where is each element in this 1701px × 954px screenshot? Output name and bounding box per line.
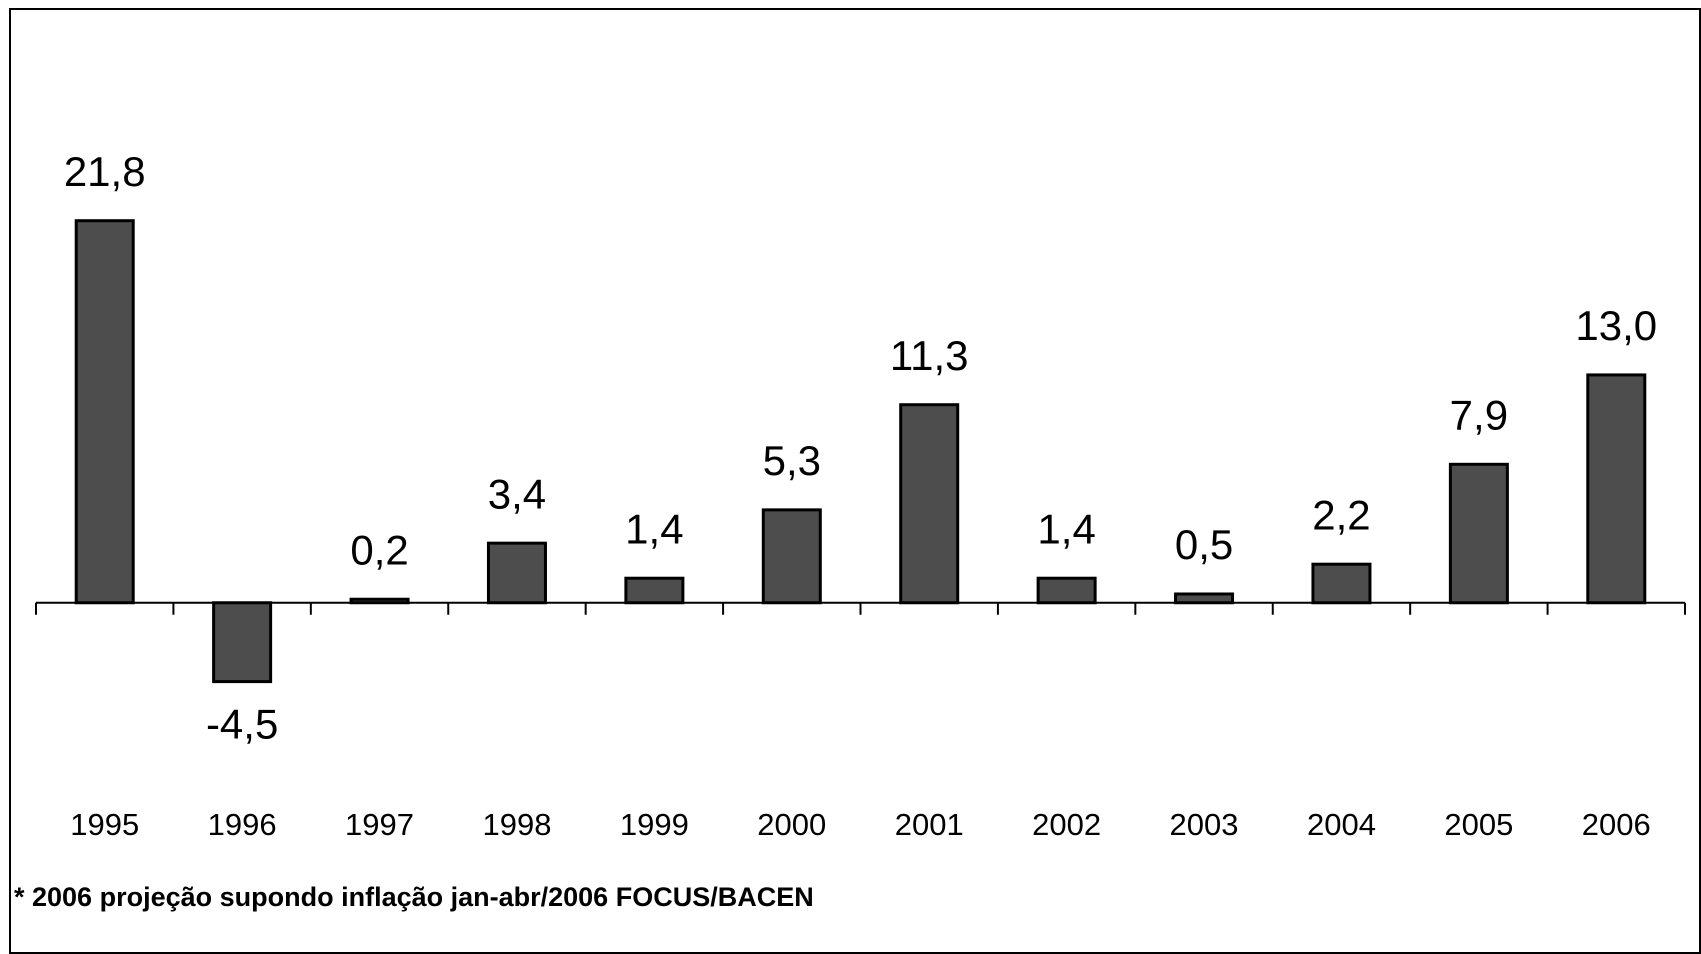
x-tick-label: 2005: [1444, 807, 1513, 842]
bar: [1036, 576, 1097, 605]
x-tick-label: 1999: [620, 807, 689, 842]
value-label: 1,4: [1037, 505, 1095, 552]
value-label: 7,9: [1450, 391, 1508, 438]
bar: [1311, 562, 1372, 605]
chart-border: [9, 8, 1701, 954]
x-tick-label: 2003: [1170, 807, 1239, 842]
value-label: 0,2: [350, 526, 408, 573]
value-label: 0,5: [1175, 521, 1233, 568]
value-label: 2,2: [1312, 491, 1370, 538]
x-tick-label: 1997: [345, 807, 414, 842]
bar: [761, 508, 822, 605]
x-tick-label: 2001: [895, 807, 964, 842]
bar: [624, 576, 685, 605]
value-label: 13,0: [1575, 302, 1657, 349]
bar: [1174, 592, 1235, 605]
value-label: 5,3: [763, 437, 821, 484]
x-tick-label: 2004: [1307, 807, 1376, 842]
bar: [1448, 462, 1509, 605]
x-tick-label: 1998: [482, 807, 551, 842]
footnote: * 2006 projeção supondo inflação jan-abr…: [14, 882, 814, 912]
x-tick-label: 1996: [208, 807, 277, 842]
value-label: 1,4: [625, 505, 683, 552]
bar: [212, 601, 273, 684]
value-label: 21,8: [64, 148, 146, 195]
value-label: 11,3: [890, 332, 969, 379]
x-tick-label: 2006: [1582, 807, 1651, 842]
x-tick-label: 1995: [70, 807, 139, 842]
value-label: 3,4: [488, 470, 546, 517]
value-label: -4,5: [206, 701, 278, 748]
bar: [1586, 373, 1647, 605]
bar: [486, 541, 547, 605]
x-tick-label: 2000: [757, 807, 826, 842]
bar: [74, 219, 135, 605]
x-tick-label: 2002: [1032, 807, 1101, 842]
bar: [899, 403, 960, 605]
